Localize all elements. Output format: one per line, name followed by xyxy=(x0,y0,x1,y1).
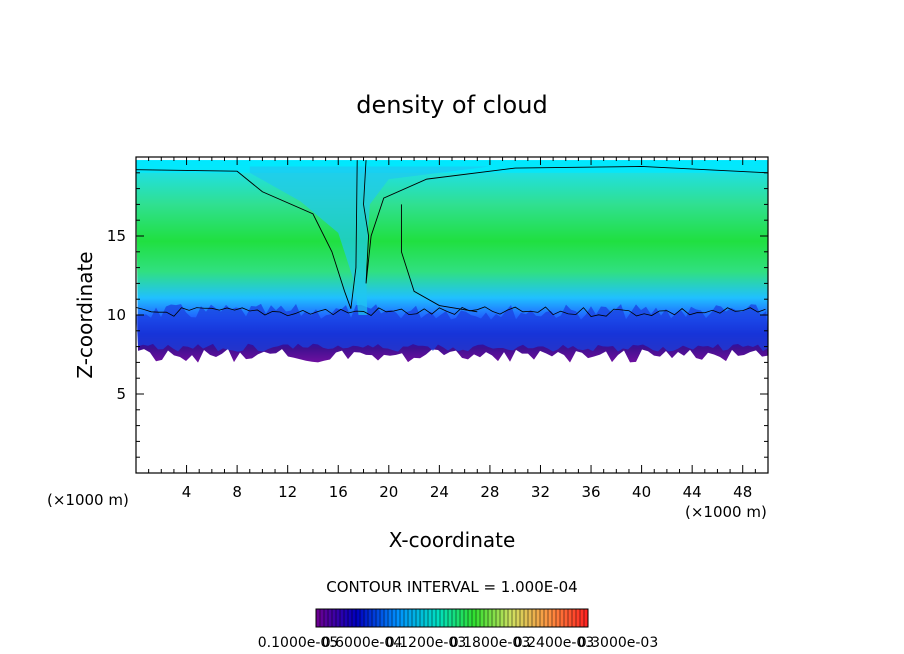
colorbar xyxy=(315,608,589,628)
colorbar-label: 0.3000e-03 xyxy=(578,635,658,651)
x-tick-label: 12 xyxy=(278,483,297,501)
cloud-plume xyxy=(249,166,490,315)
x-tick-label: 16 xyxy=(329,483,348,501)
y-tick-label: 15 xyxy=(107,227,126,245)
colorbar-label: 0.2400e-03 xyxy=(514,635,594,651)
contour-interval-label: CONTOUR INTERVAL = 1.000E-04 xyxy=(326,578,577,596)
colorbar-labels: 0.1000e-050.6000e-040.1200e-030.1800e-03… xyxy=(258,635,658,651)
colorbar-label: 0.1000e-05 xyxy=(258,635,338,651)
x-tick-label: 24 xyxy=(430,483,449,501)
colorbar-label: 0.6000e-04 xyxy=(322,635,403,651)
contour-line xyxy=(363,160,768,284)
x-axis-ticks: 4 8 12 16 20 24 28 32 36 40 44 48 xyxy=(148,157,756,501)
x-tick-label: 36 xyxy=(581,483,600,501)
contour-line xyxy=(136,306,766,317)
y-axis-label: Z-coordinate xyxy=(73,251,97,378)
y-tick-label: 5 xyxy=(116,385,126,403)
chart-title: density of cloud xyxy=(356,91,547,119)
y-tick-label: 10 xyxy=(107,306,126,324)
colorbar-label: 0.1800e-03 xyxy=(450,635,530,651)
x-tick-label: 20 xyxy=(379,483,398,501)
cloud-base-band xyxy=(136,303,768,352)
contour-line xyxy=(136,160,358,309)
contour-line xyxy=(400,204,478,313)
x-tick-label: 4 xyxy=(182,483,192,501)
x-unit-right: (×1000 m) xyxy=(685,503,767,521)
x-tick-label: 40 xyxy=(632,483,651,501)
x-unit-left: (×1000 m) xyxy=(47,491,129,509)
x-tick-label: 44 xyxy=(683,483,702,501)
x-tick-label: 28 xyxy=(480,483,499,501)
x-tick-label: 48 xyxy=(733,483,752,501)
x-tick-label: 8 xyxy=(232,483,242,501)
colorbar-frame xyxy=(315,608,589,628)
colorbar-label: 0.1200e-03 xyxy=(386,635,466,651)
y-axis-ticks: 5 10 15 xyxy=(107,172,768,458)
x-tick-label: 32 xyxy=(531,483,550,501)
plot-area xyxy=(136,160,768,363)
x-axis-label: X-coordinate xyxy=(389,528,516,552)
